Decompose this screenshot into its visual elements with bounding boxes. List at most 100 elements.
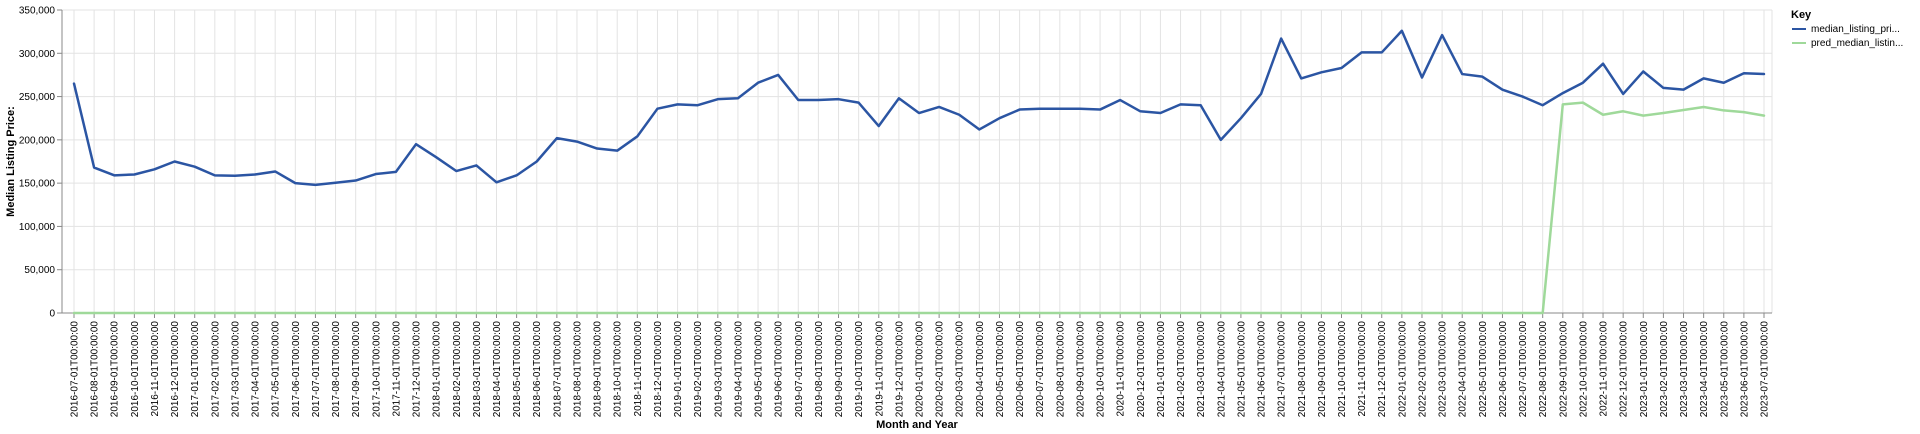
x-tick-label: 2022-09-01T00:00:00 [1558, 321, 1569, 418]
x-tick-label: 2021-06-01T00:00:00 [1257, 321, 1268, 418]
x-tick-label: 2022-03-01T00:00:00 [1438, 321, 1449, 418]
x-tick-label: 2021-10-01T00:00:00 [1337, 321, 1348, 418]
x-tick-label: 2023-03-01T00:00:00 [1679, 321, 1690, 418]
x-axis-title: Month and Year [876, 419, 958, 431]
x-tick-label: 2019-06-01T00:00:00 [774, 321, 785, 418]
x-tick-label: 2019-02-01T00:00:00 [693, 321, 704, 418]
x-tick-label: 2021-09-01T00:00:00 [1317, 321, 1328, 418]
x-tick-label: 2019-03-01T00:00:00 [713, 321, 724, 418]
x-tick-label: 2017-07-01T00:00:00 [311, 321, 322, 418]
x-tick-label: 2021-02-01T00:00:00 [1176, 321, 1187, 418]
x-tick-label: 2022-06-01T00:00:00 [1498, 321, 1509, 418]
x-tick-label: 2017-03-01T00:00:00 [230, 321, 241, 418]
x-tick-label: 2019-09-01T00:00:00 [834, 321, 845, 418]
x-tick-label: 2020-06-01T00:00:00 [1015, 321, 1026, 418]
x-tick-label: 2019-12-01T00:00:00 [894, 321, 905, 418]
x-tick-label: 2016-08-01T00:00:00 [90, 321, 101, 418]
x-tick-label: 2020-04-01T00:00:00 [975, 321, 986, 418]
x-tick-label: 2020-05-01T00:00:00 [995, 321, 1006, 418]
legend-label: pred_median_listin... [1811, 38, 1903, 49]
x-tick-label: 2020-03-01T00:00:00 [955, 321, 966, 418]
y-tick-label: 350,000 [19, 6, 56, 17]
x-tick-label: 2017-08-01T00:00:00 [331, 321, 342, 418]
x-tick-label: 2017-09-01T00:00:00 [351, 321, 362, 418]
x-tick-label: 2021-01-01T00:00:00 [1156, 321, 1167, 418]
x-tick-label: 2018-11-01T00:00:00 [633, 321, 644, 417]
x-tick-label: 2018-04-01T00:00:00 [492, 321, 503, 418]
y-tick-label: 100,000 [19, 222, 56, 233]
x-tick-label: 2020-07-01T00:00:00 [1035, 321, 1046, 418]
y-tick-label: 50,000 [24, 265, 55, 276]
x-tick-label: 2019-04-01T00:00:00 [733, 321, 744, 418]
x-tick-label: 2020-12-01T00:00:00 [1136, 321, 1147, 418]
x-tick-label: 2018-09-01T00:00:00 [593, 321, 604, 418]
x-tick-label: 2017-11-01T00:00:00 [391, 321, 402, 417]
series-lines [72, 29, 1766, 315]
x-tick-label: 2016-09-01T00:00:00 [110, 321, 121, 418]
x-tick-label: 2016-12-01T00:00:00 [170, 321, 181, 418]
y-axis-title: Median Listing Price: [5, 106, 17, 217]
x-tick-label: 2022-07-01T00:00:00 [1518, 321, 1529, 418]
x-tick-label: 2022-08-01T00:00:00 [1538, 321, 1549, 418]
y-tick-label: 150,000 [19, 179, 56, 190]
x-tick-label: 2020-02-01T00:00:00 [935, 321, 946, 418]
x-tick-label: 2021-05-01T00:00:00 [1236, 321, 1247, 418]
x-tick-label: 2023-07-01T00:00:00 [1760, 321, 1771, 418]
legend-label: median_listing_pri... [1811, 24, 1900, 35]
x-tick-label: 2022-12-01T00:00:00 [1619, 321, 1630, 418]
x-tick-label: 2022-10-01T00:00:00 [1578, 321, 1589, 418]
x-tick-label: 2021-04-01T00:00:00 [1216, 321, 1227, 418]
x-tick-label: 2023-01-01T00:00:00 [1639, 321, 1650, 418]
series-line-1 [72, 29, 1766, 187]
x-tick-label: 2023-04-01T00:00:00 [1699, 321, 1710, 418]
x-tick-label: 2021-12-01T00:00:00 [1377, 321, 1388, 418]
x-tick-label: 2020-10-01T00:00:00 [1096, 321, 1107, 418]
x-tick-label: 2020-01-01T00:00:00 [915, 321, 926, 418]
legend-items: median_listing_pri... pred_median_listin.… [1792, 24, 1903, 49]
y-tick-label: 250,000 [19, 92, 56, 103]
x-tick-label: 2021-07-01T00:00:00 [1277, 321, 1288, 418]
y-tick-label: 300,000 [19, 49, 56, 60]
x-tick-label: 2018-12-01T00:00:00 [653, 321, 664, 418]
x-tick-label: 2023-02-01T00:00:00 [1659, 321, 1670, 418]
x-tick-label: 2018-06-01T00:00:00 [532, 321, 543, 418]
x-tick-label: 2023-05-01T00:00:00 [1719, 321, 1730, 418]
x-tick-label: 2018-08-01T00:00:00 [572, 321, 583, 418]
x-tick-label: 2022-05-01T00:00:00 [1478, 321, 1489, 418]
x-tick-label: 2018-03-01T00:00:00 [472, 321, 483, 418]
y-tick-label: 200,000 [19, 135, 56, 146]
x-tick-label: 2018-02-01T00:00:00 [452, 321, 463, 418]
x-tick-label: 2019-10-01T00:00:00 [854, 321, 865, 418]
x-tick-label: 2019-07-01T00:00:00 [794, 321, 805, 418]
x-tick-label: 2019-08-01T00:00:00 [814, 321, 825, 418]
x-tick-label: 2021-03-01T00:00:00 [1196, 321, 1207, 418]
x-tick-label: 2019-01-01T00:00:00 [673, 321, 684, 418]
series-line-2 [72, 101, 1766, 315]
x-tick-label: 2016-07-01T00:00:00 [70, 321, 81, 418]
x-tick-label: 2018-01-01T00:00:00 [432, 321, 443, 418]
x-tick-label: 2019-05-01T00:00:00 [754, 321, 765, 418]
x-tick-label: 2018-05-01T00:00:00 [512, 321, 523, 418]
x-tick-label: 2016-11-01T00:00:00 [150, 321, 161, 417]
x-tick-label: 2016-10-01T00:00:00 [130, 321, 141, 418]
x-tick-label: 2020-11-01T00:00:00 [1116, 321, 1127, 417]
x-tick-label: 2018-07-01T00:00:00 [552, 321, 563, 418]
x-tick-label: 2017-05-01T00:00:00 [271, 321, 282, 418]
legend-title: Key [1791, 9, 1812, 21]
x-tick-label: 2017-04-01T00:00:00 [251, 321, 262, 418]
x-tick-label: 2021-11-01T00:00:00 [1357, 321, 1368, 417]
x-tick-label: 2022-01-01T00:00:00 [1397, 321, 1408, 418]
gridlines [62, 9, 1773, 314]
x-tick-label: 2022-02-01T00:00:00 [1417, 321, 1428, 418]
x-tick-label: 2017-02-01T00:00:00 [210, 321, 221, 418]
x-tick-label: 2017-12-01T00:00:00 [412, 321, 423, 418]
axes: 0 50,000 100,000 150,000 200,000 250,000 300,0… [19, 6, 1772, 418]
x-tick-label: 2022-04-01T00:00:00 [1458, 321, 1469, 418]
x-tick-label: 2021-08-01T00:00:00 [1297, 321, 1308, 418]
y-tick-label: 0 [49, 309, 55, 320]
x-tick-label: 2019-11-01T00:00:00 [874, 321, 885, 417]
x-tick-label: 2018-10-01T00:00:00 [613, 321, 624, 418]
x-tick-label: 2022-11-01T00:00:00 [1599, 321, 1610, 417]
x-tick-label: 2017-06-01T00:00:00 [291, 321, 302, 418]
